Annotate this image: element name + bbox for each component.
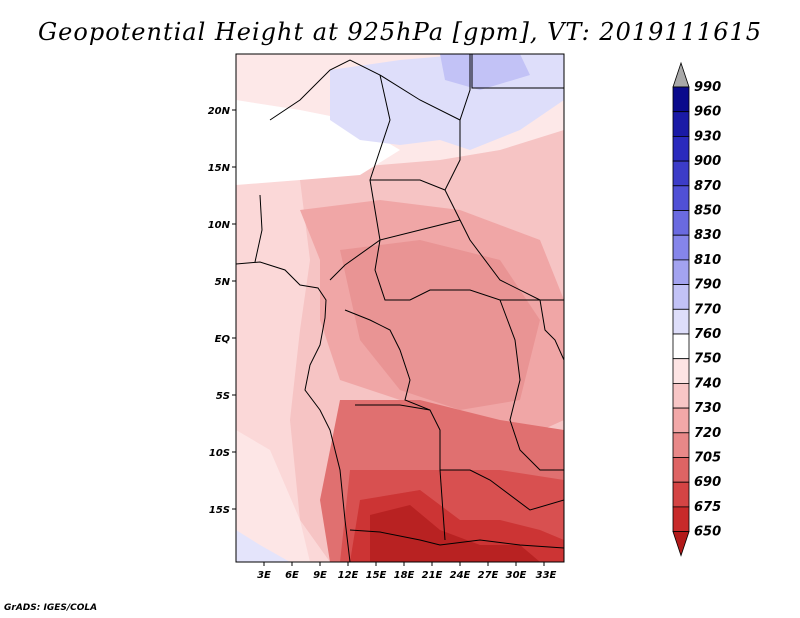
longitude-axis: 3E 6E 9E 12E 15E 18E 21E 24E 27E 30E 33E (257, 562, 557, 581)
lon-label: 33E (536, 570, 557, 581)
lat-label: 20N (208, 106, 231, 117)
lon-label: 21E (422, 570, 443, 581)
colorbar-cell (672, 432, 690, 458)
colorbar-cell (672, 382, 690, 409)
colorbar-label: 705 (694, 451, 721, 466)
colorbar-cell (672, 308, 690, 335)
colorbar-label: 930 (694, 129, 721, 144)
colorbar: 990 960 930 900 870 850 830 810 790 770 760 750 740 7… (672, 61, 721, 557)
colorbar-cell (672, 185, 690, 211)
colorbar-label: 720 (694, 426, 721, 441)
colorbar-label: 830 (694, 228, 721, 243)
colorbar-label: 740 (694, 376, 721, 391)
colorbar-label: 790 (694, 278, 721, 293)
lon-label: 3E (257, 570, 271, 581)
colorbar-cell (672, 481, 690, 508)
grads-credit: GrADS: IGES/COLA (4, 603, 98, 613)
lon-label: 6E (285, 570, 299, 581)
lat-label: 15S (209, 505, 230, 516)
map-frame (235, 53, 565, 563)
colorbar-label: 760 (694, 327, 721, 342)
lon-label: 12E (338, 570, 359, 581)
colorbar-cell (672, 457, 690, 483)
colorbar-cell (672, 86, 690, 113)
colorbar-label: 675 (694, 500, 721, 515)
chart-title: Geopotential Height at 925hPa [gpm], VT:… (38, 18, 762, 46)
colorbar-label: 990 (694, 80, 721, 95)
colorbar-cell (672, 210, 690, 236)
lat-label: 10N (208, 220, 231, 231)
lon-label: 27E (478, 570, 499, 581)
lat-label: 15N (208, 163, 231, 174)
colorbar-cell (672, 333, 690, 360)
colorbar-label: 650 (694, 525, 721, 540)
lat-label: 5S (216, 391, 230, 402)
colorbar-top-arrow (672, 61, 690, 88)
colorbar-cell (672, 259, 690, 285)
colorbar-label: 690 (694, 475, 721, 490)
lat-label: EQ (215, 334, 231, 345)
colorbar-cell (672, 234, 690, 261)
colorbar-label: 750 (694, 352, 721, 367)
height-field (236, 54, 564, 562)
country-borders (236, 54, 564, 562)
lon-label: 18E (394, 570, 415, 581)
colorbar-cell (672, 506, 690, 532)
colorbar-label: 850 (694, 204, 721, 219)
lon-label: 9E (313, 570, 327, 581)
colorbar-cell (672, 111, 690, 137)
lat-label: 10S (209, 448, 230, 459)
colorbar-cell (672, 358, 690, 384)
latitude-axis: 20N 15N 10N 5N EQ 5S 10S 15S (208, 106, 236, 516)
colorbar-label: 900 (694, 154, 721, 169)
colorbar-label: 810 (694, 253, 721, 268)
colorbar-label: 960 (694, 105, 721, 120)
lon-label: 15E (366, 570, 387, 581)
colorbar-label: 870 (694, 179, 721, 194)
lon-label: 24E (450, 570, 471, 581)
colorbar-label: 770 (694, 302, 721, 317)
colorbar-cell (672, 407, 690, 434)
colorbar-cell (672, 135, 690, 162)
colorbar-cell (672, 284, 690, 310)
colorbar-label: 730 (694, 401, 721, 416)
lon-label: 30E (506, 570, 527, 581)
lat-label: 5N (215, 277, 231, 288)
colorbar-cell (672, 160, 690, 187)
colorbar-bottom-arrow (672, 531, 690, 557)
